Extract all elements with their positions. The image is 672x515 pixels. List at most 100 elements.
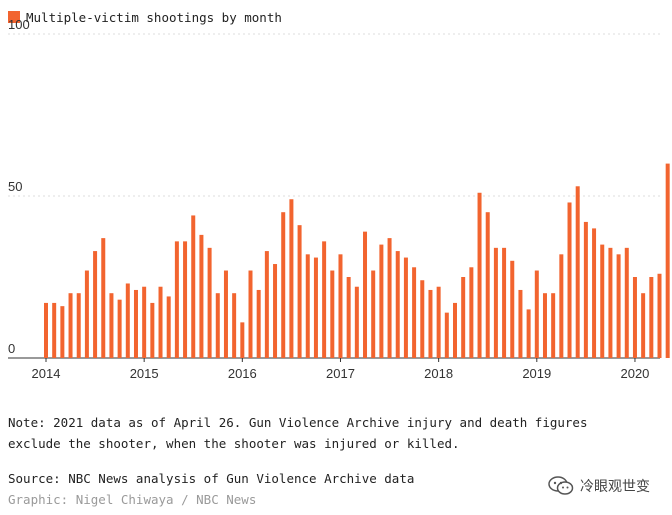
bar xyxy=(542,293,547,358)
bar xyxy=(289,199,294,358)
bar xyxy=(469,267,474,358)
bar xyxy=(371,270,376,358)
bar xyxy=(264,251,269,358)
x-tick-label: 2018 xyxy=(424,366,453,381)
bar xyxy=(117,299,122,358)
bar xyxy=(395,251,400,358)
bar xyxy=(502,247,507,358)
bar xyxy=(256,289,261,358)
bar xyxy=(518,289,523,358)
x-tick-label: 2016 xyxy=(228,366,257,381)
watermark-text: 冷眼观世变 xyxy=(580,479,650,495)
bar xyxy=(534,270,539,358)
bar xyxy=(387,238,392,358)
bar xyxy=(346,277,351,358)
bar xyxy=(199,234,204,358)
bar xyxy=(592,228,597,358)
bar xyxy=(641,293,646,358)
bar xyxy=(354,286,359,358)
bar xyxy=(420,280,425,358)
bar xyxy=(616,254,621,358)
bar xyxy=(551,293,556,358)
watermark: 冷眼观世变 xyxy=(548,476,650,496)
y-tick-labels: 0 50 100 xyxy=(8,17,30,356)
bar xyxy=(453,302,457,358)
bar xyxy=(281,212,286,358)
x-tick-labels: 20142015201620172018201920202021 xyxy=(32,358,649,381)
note-line-1: Note: 2021 data as of April 26. Gun Viol… xyxy=(8,415,588,430)
bar xyxy=(559,254,564,358)
bar xyxy=(412,267,417,358)
bar xyxy=(158,286,163,358)
bar xyxy=(84,270,89,358)
bar xyxy=(68,293,73,358)
bar xyxy=(477,192,482,358)
bar xyxy=(567,202,572,358)
bars xyxy=(44,163,670,358)
bar xyxy=(624,247,629,358)
bar xyxy=(150,302,155,358)
bar xyxy=(330,270,335,358)
bar xyxy=(379,244,384,358)
x-tick-label: 2015 xyxy=(130,366,159,381)
bar xyxy=(109,293,114,358)
bar xyxy=(142,286,147,358)
bar xyxy=(608,247,613,358)
bar xyxy=(215,293,220,358)
bar xyxy=(223,270,228,358)
bar xyxy=(240,322,245,358)
chart-note: Note: 2021 data as of April 26. Gun Viol… xyxy=(8,412,587,454)
bar xyxy=(665,163,670,358)
bar xyxy=(76,293,81,358)
bar xyxy=(52,302,57,358)
bar xyxy=(248,270,253,358)
bar xyxy=(44,302,48,358)
bar xyxy=(632,277,637,358)
y-tick-label: 50 xyxy=(8,179,22,194)
bar xyxy=(313,257,318,358)
bar xyxy=(101,238,106,358)
bar xyxy=(322,241,327,358)
bar xyxy=(444,312,449,358)
bar xyxy=(174,241,179,358)
graphic-credit: Graphic: Nigel Chiwaya / NBC News xyxy=(8,492,257,507)
bar xyxy=(493,247,498,358)
x-tick-label: 2017 xyxy=(326,366,355,381)
bar xyxy=(297,225,302,358)
bar xyxy=(305,254,310,358)
bar xyxy=(93,251,98,358)
bar xyxy=(583,221,588,358)
bar xyxy=(60,306,65,358)
legend-label: Multiple-victim shootings by month xyxy=(26,9,282,25)
bar xyxy=(526,309,531,358)
bar xyxy=(191,215,196,358)
bar xyxy=(461,277,466,358)
bar xyxy=(232,293,237,358)
bar xyxy=(436,286,441,358)
wechat-icon xyxy=(548,476,574,495)
y-tick-label: 0 xyxy=(8,341,15,356)
note-line-2: exclude the shooter, when the shooter wa… xyxy=(8,436,460,451)
legend-swatch xyxy=(8,11,20,23)
bar xyxy=(207,247,212,358)
bar xyxy=(485,212,490,358)
bar xyxy=(363,231,368,358)
x-tick-label: 2020 xyxy=(620,366,649,381)
bar xyxy=(273,264,278,358)
bar xyxy=(575,186,580,358)
bar xyxy=(338,254,343,358)
bar xyxy=(125,283,130,358)
bar xyxy=(510,260,515,358)
bar xyxy=(428,289,433,358)
source-text: Source: NBC News analysis of Gun Violenc… xyxy=(8,471,415,486)
y-tick-label: 100 xyxy=(8,17,30,32)
bar xyxy=(649,277,654,358)
bar xyxy=(657,273,662,358)
x-tick-label: 2014 xyxy=(32,366,61,381)
x-tick-label: 2019 xyxy=(522,366,551,381)
bar xyxy=(166,296,171,358)
bar xyxy=(403,257,408,358)
legend: Multiple-victim shootings by month xyxy=(8,9,282,25)
bar xyxy=(600,244,605,358)
